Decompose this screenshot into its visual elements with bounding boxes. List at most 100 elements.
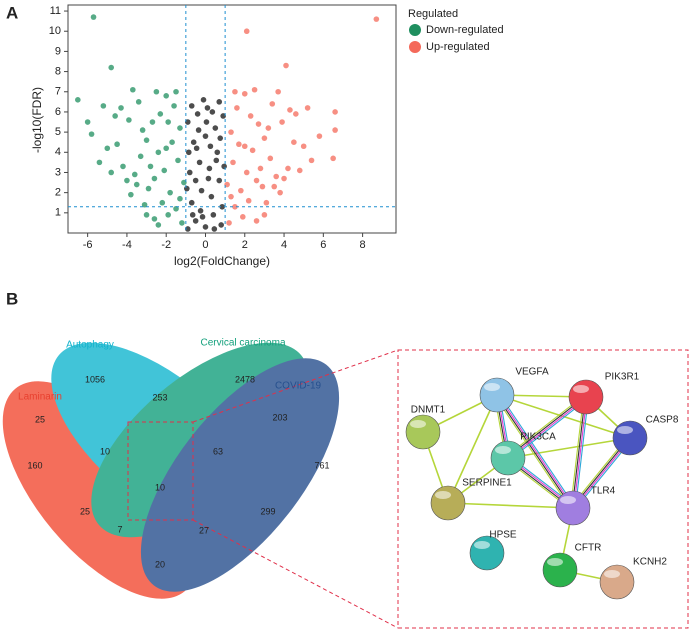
point: [151, 216, 158, 222]
point: [192, 177, 199, 184]
venn-count: 160: [27, 460, 42, 470]
venn-count: 10: [155, 482, 165, 492]
point: [261, 135, 268, 141]
edge: [573, 397, 588, 509]
point: [200, 97, 207, 103]
point: [90, 14, 97, 20]
point: [153, 88, 160, 95]
point: [296, 167, 303, 174]
point: [330, 155, 336, 162]
point: [194, 111, 201, 117]
node-label: PIK3CA: [520, 432, 556, 443]
point: [271, 183, 278, 190]
point: [285, 165, 291, 172]
point: [269, 101, 276, 107]
point: [279, 119, 285, 125]
point: [245, 197, 252, 204]
point: [189, 212, 196, 218]
x-tick-label: 4: [281, 239, 287, 251]
point: [181, 179, 187, 186]
node: [479, 377, 515, 413]
point: [216, 99, 223, 105]
y-tick-label: 7: [55, 86, 61, 98]
point: [130, 86, 136, 93]
point: [196, 159, 203, 166]
point: [308, 157, 315, 164]
point: [249, 147, 256, 154]
point: [226, 220, 232, 226]
venn-count: 25: [80, 506, 90, 516]
y-tick-label: 2: [55, 187, 61, 199]
point: [175, 157, 181, 164]
point: [263, 199, 270, 206]
point: [209, 109, 216, 115]
x-tick-label: 8: [360, 239, 366, 251]
point: [100, 103, 107, 109]
point: [197, 208, 204, 214]
point: [143, 212, 150, 218]
point: [253, 218, 260, 224]
x-tick-label: -6: [83, 239, 93, 251]
x-tick-label: -2: [161, 239, 171, 251]
point: [186, 169, 193, 176]
point: [255, 121, 262, 127]
edge: [494, 396, 572, 510]
point: [238, 187, 244, 194]
venn: [2, 342, 340, 599]
point: [202, 133, 209, 139]
venn-set-label: Autophagy: [66, 340, 114, 351]
y-tick-label: 4: [55, 146, 61, 158]
node-shine: [435, 491, 451, 499]
point: [211, 226, 218, 232]
point: [261, 212, 268, 218]
point: [219, 203, 225, 210]
zoom-line: [192, 349, 399, 423]
legend-label: Up-regulated: [426, 41, 490, 53]
point: [220, 113, 226, 119]
point: [169, 139, 175, 146]
point: [165, 212, 171, 218]
point: [253, 177, 260, 184]
node: [542, 552, 578, 588]
point: [139, 127, 146, 133]
venn-count: 25: [35, 414, 45, 424]
point: [224, 181, 230, 188]
x-tick-label: 2: [242, 239, 248, 251]
edge: [570, 396, 585, 508]
node-label: SERPINE1: [462, 478, 512, 489]
point: [207, 143, 214, 150]
point: [275, 88, 281, 95]
point: [143, 137, 150, 143]
point: [88, 131, 95, 137]
point: [198, 187, 205, 194]
point: [216, 177, 223, 184]
point: [199, 214, 206, 220]
point: [184, 185, 190, 192]
venn-set-label: Cervical carcinoma: [200, 338, 285, 349]
point: [213, 157, 220, 164]
point: [251, 86, 258, 93]
node-shine: [617, 426, 633, 434]
point: [234, 105, 240, 111]
point: [131, 171, 138, 178]
point: [128, 191, 134, 198]
point: [177, 125, 183, 131]
point: [265, 125, 272, 131]
node-label: HPSE: [489, 530, 517, 541]
panel-label: B: [6, 289, 18, 308]
point: [232, 88, 238, 95]
point: [135, 99, 142, 105]
point: [155, 222, 162, 228]
point: [217, 135, 224, 141]
points: [75, 14, 380, 232]
point: [141, 201, 148, 208]
point: [228, 193, 234, 200]
point: [159, 199, 166, 206]
point: [75, 97, 81, 103]
edge: [447, 394, 498, 504]
edge: [498, 393, 576, 507]
point: [287, 107, 293, 113]
point: [173, 88, 179, 95]
point: [163, 92, 170, 99]
